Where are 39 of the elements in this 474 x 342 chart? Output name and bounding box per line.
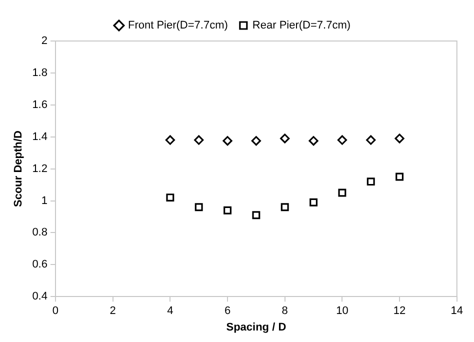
y-tick-label: 1.4	[32, 130, 48, 143]
x-tick-label: 2	[110, 305, 116, 318]
y-tick-label: 1.6	[32, 98, 48, 111]
point	[366, 178, 375, 186]
point	[280, 203, 289, 212]
x-tick-label: 6	[224, 305, 231, 318]
point	[166, 194, 174, 202]
x-tick-label: 10	[336, 305, 348, 318]
point	[366, 135, 376, 145]
y-tick-label: 1.2	[32, 162, 48, 175]
y-axis-title: Scour Depth/D	[12, 130, 25, 208]
point	[194, 203, 203, 212]
y-tick-label: 0.4	[32, 290, 48, 303]
y-tick-label: 1	[41, 194, 48, 207]
point	[224, 206, 232, 214]
legend-label: Front Pier(D=7.7cm)	[128, 20, 228, 32]
x-tick-label: 12	[393, 305, 406, 318]
point	[338, 188, 346, 197]
x-tick-label: 0	[52, 305, 59, 318]
point	[165, 135, 175, 145]
y-tick-label: 0.6	[32, 258, 48, 271]
point	[194, 135, 204, 145]
point	[308, 136, 318, 146]
y-tick-label: 2	[41, 35, 48, 48]
x-tick-label: 14	[450, 305, 464, 318]
point	[394, 134, 404, 144]
legend-label: Rear Pier(D=7.7cm)	[252, 20, 351, 32]
point	[252, 211, 260, 220]
x-tick-label: 8	[282, 305, 288, 318]
point	[251, 136, 261, 146]
y-tick-label: 1.8	[32, 66, 48, 79]
y-tick-label: 0.8	[32, 226, 48, 239]
point	[337, 135, 347, 145]
point	[396, 172, 404, 181]
x-tick-label: 4	[167, 305, 174, 318]
point	[310, 198, 318, 206]
point	[222, 136, 232, 146]
point	[280, 134, 290, 144]
x-axis-title: Spacing / D	[226, 321, 286, 334]
